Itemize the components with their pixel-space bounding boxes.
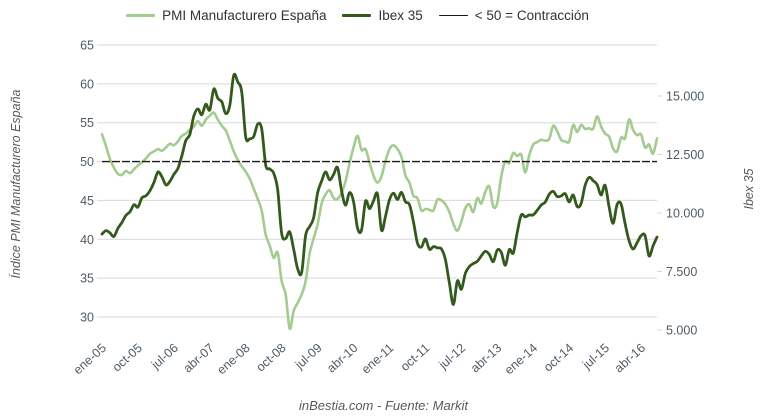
left-axis-tick-label: 60: [80, 77, 94, 91]
right-axis-tick-label: 5.000: [666, 324, 697, 338]
x-axis-tick-label: ene-05: [71, 341, 109, 377]
legend: PMI Manufacturero España Ibex 35 < 50 = …: [85, 8, 630, 23]
x-axis-tick-label: ene-08: [214, 341, 252, 377]
legend-item-ibex[interactable]: Ibex 35: [342, 8, 423, 23]
ibex-line-swatch: [342, 14, 372, 17]
left-axis-tick-label: 45: [80, 194, 94, 208]
x-axis-tick-label: abr-10: [324, 341, 360, 376]
right-axis-tick-label: 15.000: [666, 90, 704, 104]
left-axis-tick-label: 65: [80, 39, 94, 53]
source-caption: inBestia.com - Fuente: Markit: [298, 398, 469, 413]
legend-label-ibex: Ibex 35: [378, 8, 423, 23]
x-axis-tick-label: jul-12: [436, 341, 469, 373]
threshold-line-swatch: [438, 14, 468, 17]
left-axis-tick-label: 40: [80, 233, 94, 247]
ibex-series-line: [100, 72, 659, 306]
pmi-line-swatch: [126, 14, 156, 17]
x-axis-tick-label: jul-06: [148, 341, 181, 373]
legend-label-pmi: PMI Manufacturero España: [162, 8, 327, 23]
pmi-series-line: [100, 111, 659, 331]
legend-item-threshold[interactable]: < 50 = Contracción: [438, 8, 589, 23]
left-axis-tick-label: 35: [80, 272, 94, 286]
x-axis-tick-label: abr-13: [468, 341, 504, 376]
x-axis-tick-label: ene-14: [502, 341, 540, 377]
legend-item-pmi[interactable]: PMI Manufacturero España: [126, 8, 326, 23]
right-axis-tick-label: 12.500: [666, 148, 704, 162]
right-axis-tick-label: 10.000: [666, 207, 704, 221]
x-axis-tick-label: oct-08: [253, 341, 288, 375]
left-axis-title: Índice PMI Manufacturero España: [9, 89, 23, 279]
left-axis-tick-labels: 30 35 40 45 50 55 60 65: [80, 39, 94, 325]
x-axis-tick-label: abr-16: [612, 341, 648, 376]
gridlines: [97, 44, 657, 318]
x-axis-tick-label: oct-05: [110, 341, 145, 375]
right-axis-title: Ibex 35: [742, 168, 756, 210]
right-axis-tick-labels: 5.000 7.500 10.000 12.500 15.000: [657, 90, 704, 338]
x-axis-tick-label: abr-07: [181, 341, 217, 376]
right-axis-tick-label: 7.500: [666, 265, 697, 279]
left-axis-tick-label: 30: [80, 311, 94, 325]
left-axis-tick-label: 50: [80, 155, 94, 169]
legend-label-threshold: < 50 = Contracción: [474, 8, 589, 23]
x-axis-tick-label: oct-14: [541, 341, 576, 375]
left-axis-tick-label: 55: [80, 116, 94, 130]
x-axis-tick-label: oct-11: [398, 341, 433, 374]
x-axis-tick-label: jul-15: [579, 341, 612, 373]
x-axis-tick-label: jul-09: [292, 341, 325, 373]
x-axis-tick-label: ene-11: [359, 341, 397, 377]
